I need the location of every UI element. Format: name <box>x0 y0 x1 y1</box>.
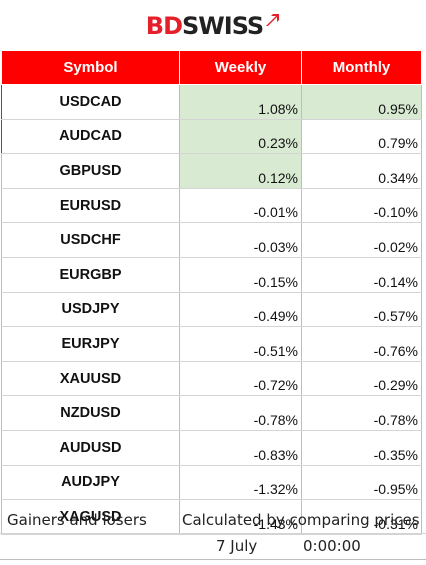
table-header-row: Symbol Weekly Monthly <box>1 50 422 85</box>
table-row: NZDUSD -0.78% -0.78% <box>1 395 422 431</box>
table-row: USDCAD 1.08% 0.95% <box>1 84 422 120</box>
gainers-losers-label: Gainers and losers <box>7 511 147 529</box>
symbol-cell: AUDCAD <box>1 119 180 155</box>
symbol-cell: USDCAD <box>1 84 180 120</box>
table-row: AUDCAD 0.23% 0.79% <box>1 119 422 155</box>
monthly-cell: -0.76% <box>301 326 422 362</box>
symbol-cell: USDJPY <box>1 292 180 328</box>
table-row: XAUUSD -0.72% -0.29% <box>1 361 422 397</box>
monthly-cell: -0.78% <box>301 395 422 431</box>
monthly-cell: -0.95% <box>301 465 422 501</box>
symbol-cell: USDCHF <box>1 222 180 258</box>
symbol-cell: NZDUSD <box>1 395 180 431</box>
symbol-cell: AUDJPY <box>1 465 180 501</box>
monthly-cell: 0.79% <box>301 119 422 155</box>
table-row: GBPUSD 0.12% 0.34% <box>1 153 422 189</box>
weekly-cell: -0.15% <box>179 257 302 293</box>
weekly-cell: -0.03% <box>179 222 302 258</box>
table-row: USDJPY -0.49% -0.57% <box>1 292 422 328</box>
weekly-cell: -0.78% <box>179 395 302 431</box>
monthly-cell: 0.95% <box>301 84 422 120</box>
symbol-cell: GBPUSD <box>1 153 180 189</box>
table-row: EURJPY -0.51% -0.76% <box>1 326 422 362</box>
footer-row-1: Gainers and losers Calculated by compari… <box>0 511 426 534</box>
header-monthly: Monthly <box>301 50 422 85</box>
footer-row-2: 7 July 0:00:00 <box>0 537 426 560</box>
weekly-cell: 1.08% <box>179 84 302 120</box>
header-symbol: Symbol <box>1 50 180 85</box>
symbol-cell: XAGUSD <box>1 499 180 535</box>
monthly-cell: -0.29% <box>301 361 422 397</box>
monthly-cell: -0.31% <box>301 499 422 535</box>
weekly-cell: -0.51% <box>179 326 302 362</box>
time-label: 0:00:00 <box>303 537 361 555</box>
monthly-cell: -0.35% <box>301 430 422 466</box>
symbol-cell: AUDUSD <box>1 430 180 466</box>
symbol-cell: EURUSD <box>1 188 180 224</box>
logo-text-bd: BD <box>145 12 183 40</box>
weekly-cell: -0.72% <box>179 361 302 397</box>
weekly-cell: -0.83% <box>179 430 302 466</box>
bdswiss-logo: BDSWISS <box>0 12 426 40</box>
header-weekly: Weekly <box>179 50 302 85</box>
symbol-cell: EURJPY <box>1 326 180 362</box>
weekly-cell: -1.32% <box>179 465 302 501</box>
logo-arrow-icon <box>266 14 280 26</box>
table-row: AUDUSD -0.83% -0.35% <box>1 430 422 466</box>
performance-table: Symbol Weekly Monthly USDCAD 1.08% 0.95% AU… <box>1 50 422 535</box>
weekly-cell: 0.12% <box>179 153 302 189</box>
date-label: 7 July <box>216 537 258 555</box>
calculation-note: Calculated by comparing prices <box>182 511 420 529</box>
table-row: USDCHF -0.03% -0.02% <box>1 222 422 258</box>
table-row: XAGUSD -1.43% -0.31% <box>1 499 422 535</box>
monthly-cell: -0.14% <box>301 257 422 293</box>
monthly-cell: 0.34% <box>301 153 422 189</box>
monthly-cell: -0.10% <box>301 188 422 224</box>
weekly-cell: -0.49% <box>179 292 302 328</box>
monthly-cell: -0.02% <box>301 222 422 258</box>
table-row: AUDJPY -1.32% -0.95% <box>1 465 422 501</box>
weekly-cell: 0.23% <box>179 119 302 155</box>
symbol-cell: XAUUSD <box>1 361 180 397</box>
table-row: EURGBP -0.15% -0.14% <box>1 257 422 293</box>
logo-text-swiss: SWISS <box>182 12 264 40</box>
table-row: EURUSD -0.01% -0.10% <box>1 188 422 224</box>
weekly-cell: -0.01% <box>179 188 302 224</box>
monthly-cell: -0.57% <box>301 292 422 328</box>
symbol-cell: EURGBP <box>1 257 180 293</box>
